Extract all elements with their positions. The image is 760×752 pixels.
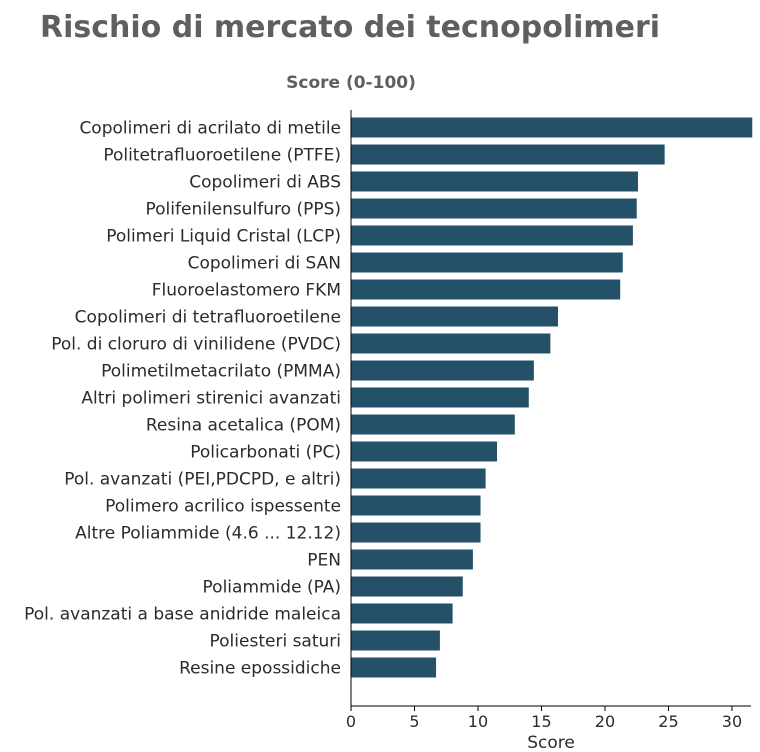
bar [351,387,529,408]
category-label: Copolimeri di tetrafluoroetilene [75,308,341,328]
chart-subtitle: Score (0-100) [286,73,416,93]
category-label: Politetrafluoroetilene (PTFE) [103,146,341,166]
bar [351,657,437,678]
chart-title: Rischio di mercato dei tecnopolimeri [40,10,660,45]
category-label: Altre Poliammide (4.6 ... 12.12) [75,524,341,544]
bar [351,522,481,543]
category-label: Fluoroelastomero FKM [152,281,341,301]
category-labels: Copolimeri di acrilato di metile Politetr… [24,119,341,679]
category-label: Pol. di cloruro di vinilidene (PVDC) [51,335,341,355]
x-tick-label: 0 [346,712,356,731]
bar [351,441,498,462]
bar [351,414,515,435]
category-label: Polimetilmetacrilato (PMMA) [101,362,341,382]
bar [351,576,463,597]
bar [351,306,558,327]
category-label: Copolimeri di acrilato di metile [79,119,341,139]
category-label: Pol. avanzati (PEI,PDCPD, e altri) [64,470,341,490]
x-tick-label: 5 [409,712,419,731]
bar [351,495,481,516]
category-label: Poliesteri saturi [210,632,341,652]
category-label: Resina acetalica (POM) [146,416,341,436]
category-label: Copolimeri di SAN [188,254,341,274]
category-label: Resine epossidiche [179,659,341,679]
category-label: Poliammide (PA) [203,578,341,598]
x-tick-label: 25 [658,712,678,731]
category-label: Polimeri Liquid Cristal (LCP) [106,227,341,247]
category-label: Copolimeri di ABS [189,173,341,193]
category-label: Altri polimeri stirenici avanzati [81,389,341,409]
bar [351,603,453,624]
bar [351,279,621,300]
x-tick-label: 20 [595,712,615,731]
bar [351,360,534,381]
x-axis-title: Score [527,733,575,752]
x-tick-label: 10 [468,712,488,731]
bars-layer [351,117,753,678]
category-label: PEN [307,551,341,571]
bar [351,468,486,489]
bar [351,630,440,651]
x-tick-label: 30 [722,712,742,731]
x-tick-label: 15 [531,712,551,731]
bar [351,225,633,246]
bar [351,171,638,192]
category-label: Pol. avanzati a base anidride maleica [24,605,341,625]
x-axis: 0 5 10 15 20 25 30 [346,110,751,731]
bar [351,333,551,354]
bar [351,117,753,138]
bar [351,549,473,570]
bar [351,144,665,165]
category-label: Polifenilensulfuro (PPS) [146,200,341,220]
bar [351,198,637,219]
bar [351,252,623,273]
category-label: Policarbonati (PC) [190,443,341,463]
category-label: Polimero acrilico ispessente [105,497,341,517]
